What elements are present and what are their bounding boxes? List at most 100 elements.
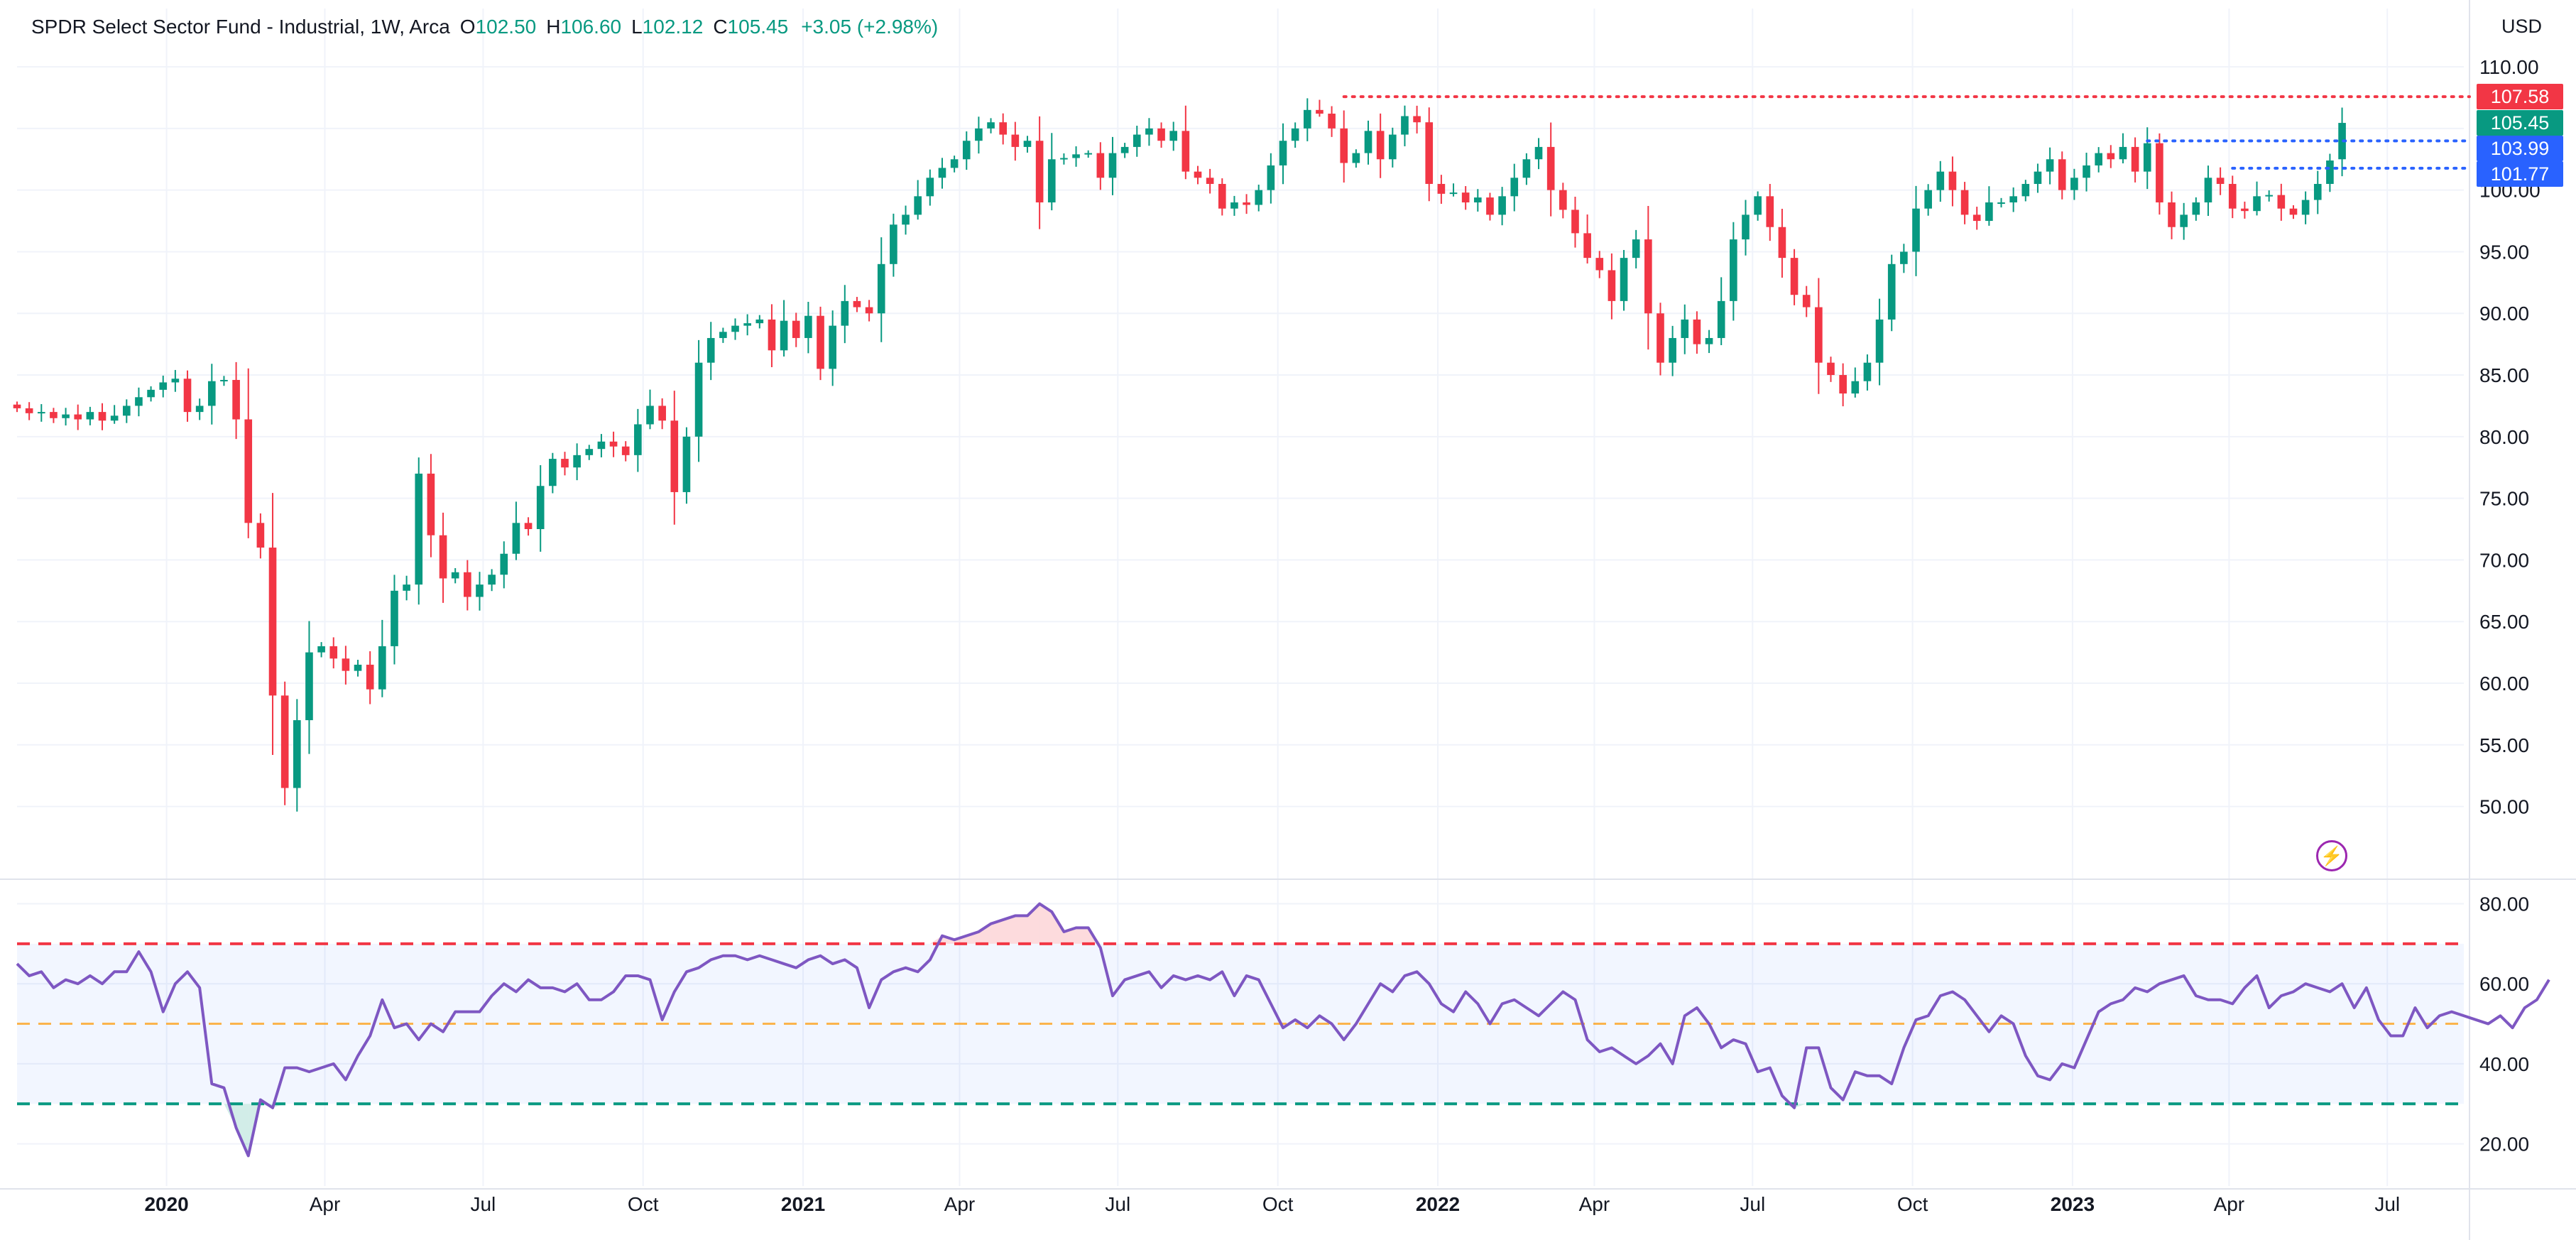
y-tick-label: 60.00: [2479, 673, 2529, 695]
x-tick-label: 2022: [1416, 1193, 1460, 1215]
candle-body: [890, 224, 897, 264]
candle-body: [1717, 300, 1725, 338]
x-tick-label: 2021: [781, 1193, 825, 1215]
candle-body: [2265, 195, 2274, 197]
price-tag-line-1[interactable]: 103.99: [2477, 136, 2563, 162]
candle-body: [391, 590, 398, 646]
candle-body: [914, 196, 922, 215]
rsi-oversold-fill: [224, 1104, 236, 1128]
candle-body: [354, 664, 362, 671]
x-tick-label: 2020: [144, 1193, 188, 1215]
candle-body: [1011, 134, 1020, 147]
candle-body: [549, 459, 557, 486]
price-tag-line-2[interactable]: 101.77: [2477, 161, 2563, 187]
candle-body: [1401, 116, 1409, 135]
x-tick-label: Jul: [1105, 1193, 1130, 1215]
candle-body: [2083, 165, 2090, 178]
candle-body: [1534, 146, 1543, 160]
candle-body: [1230, 202, 1238, 209]
candle-body: [1303, 109, 1311, 129]
candle-body: [1522, 159, 1531, 178]
y-tick-label: 85.00: [2479, 364, 2529, 386]
candle-body: [2180, 214, 2188, 227]
candle-body: [135, 397, 143, 406]
candle-body: [1060, 158, 1068, 160]
price-tag-last-close[interactable]: 105.45: [2477, 110, 2563, 136]
candle-body: [1608, 270, 1616, 301]
candle-body: [1255, 190, 1263, 205]
candle-body: [147, 389, 155, 398]
candle-body: [621, 446, 630, 455]
candle-body: [2046, 159, 2054, 172]
candle-body: [962, 141, 971, 160]
open-label: O: [459, 16, 476, 38]
candle-body: [1948, 171, 1957, 190]
candle-body: [1388, 134, 1397, 160]
rsi-tick-label: 40.00: [2479, 1053, 2529, 1075]
high-label: H: [546, 16, 561, 38]
candle-body: [1340, 128, 1348, 163]
candle-body: [1157, 128, 1165, 141]
candle-body: [1364, 131, 1372, 153]
candle-body: [1461, 192, 1470, 203]
candle-body: [2168, 202, 2176, 227]
candle-body: [110, 415, 119, 421]
candle-body: [1047, 159, 1056, 203]
candle-body: [841, 300, 849, 326]
symbol-title: SPDR Select Sector Fund - Industrial, 1W…: [31, 16, 450, 38]
rsi-oversold-fill: [1794, 1104, 1807, 1108]
candle-body: [1133, 134, 1141, 147]
candle-body: [1316, 109, 1324, 114]
x-tick-label: Apr: [2214, 1193, 2245, 1215]
candle-body: [25, 408, 33, 413]
candle-body: [1145, 128, 1153, 135]
candle-body: [2095, 153, 2102, 165]
candle-body: [1376, 131, 1385, 160]
rsi-tick-label: 80.00: [2479, 893, 2529, 915]
candle-body: [1473, 197, 1482, 203]
y-tick-label: 90.00: [2479, 303, 2529, 325]
x-tick-label: Apr: [310, 1193, 341, 1215]
candle-body: [682, 436, 691, 492]
price-tag-high-line[interactable]: 107.58: [2477, 84, 2563, 110]
candle-body: [1206, 178, 1214, 184]
candle-body: [1279, 141, 1287, 165]
rsi-oversold-fill: [273, 1104, 285, 1108]
rsi-overbought-fill: [978, 923, 991, 944]
x-tick-label: 2023: [2051, 1193, 2095, 1215]
chart-legend: SPDR Select Sector Fund - Industrial, 1W…: [31, 16, 938, 38]
lightning-bolt-icon[interactable]: ⚡: [2316, 840, 2347, 871]
candle-body: [999, 122, 1008, 135]
candle-body: [74, 414, 82, 420]
close-label: C: [713, 16, 728, 38]
candle-body: [280, 695, 289, 788]
candle-body: [1243, 202, 1250, 205]
candle-body: [1644, 239, 1652, 314]
currency-label[interactable]: USD: [2501, 16, 2542, 37]
candle-body: [244, 419, 253, 523]
candle-body: [1693, 319, 1701, 344]
reference-lines: [1342, 95, 2471, 170]
candle-body: [865, 307, 873, 314]
open-value: 102.50: [475, 16, 537, 38]
candle-body: [1486, 197, 1494, 215]
candle-body: [1851, 381, 1860, 394]
candle-body: [1291, 128, 1299, 141]
candle-body: [938, 168, 946, 178]
candle-body: [792, 320, 800, 338]
candle-body: [98, 412, 107, 421]
candle-body: [195, 406, 204, 413]
candle-body: [1778, 227, 1786, 259]
candle-body: [415, 473, 423, 585]
candle-body: [1681, 319, 1689, 338]
candle-body: [1413, 116, 1421, 123]
candle-body: [378, 646, 386, 690]
candle-body: [2277, 195, 2286, 209]
candle-body: [561, 459, 569, 468]
candle-body: [1595, 258, 1604, 271]
y-tick-label: 80.00: [2479, 426, 2529, 448]
candle-body: [1218, 183, 1226, 209]
candle-body: [1790, 258, 1799, 295]
